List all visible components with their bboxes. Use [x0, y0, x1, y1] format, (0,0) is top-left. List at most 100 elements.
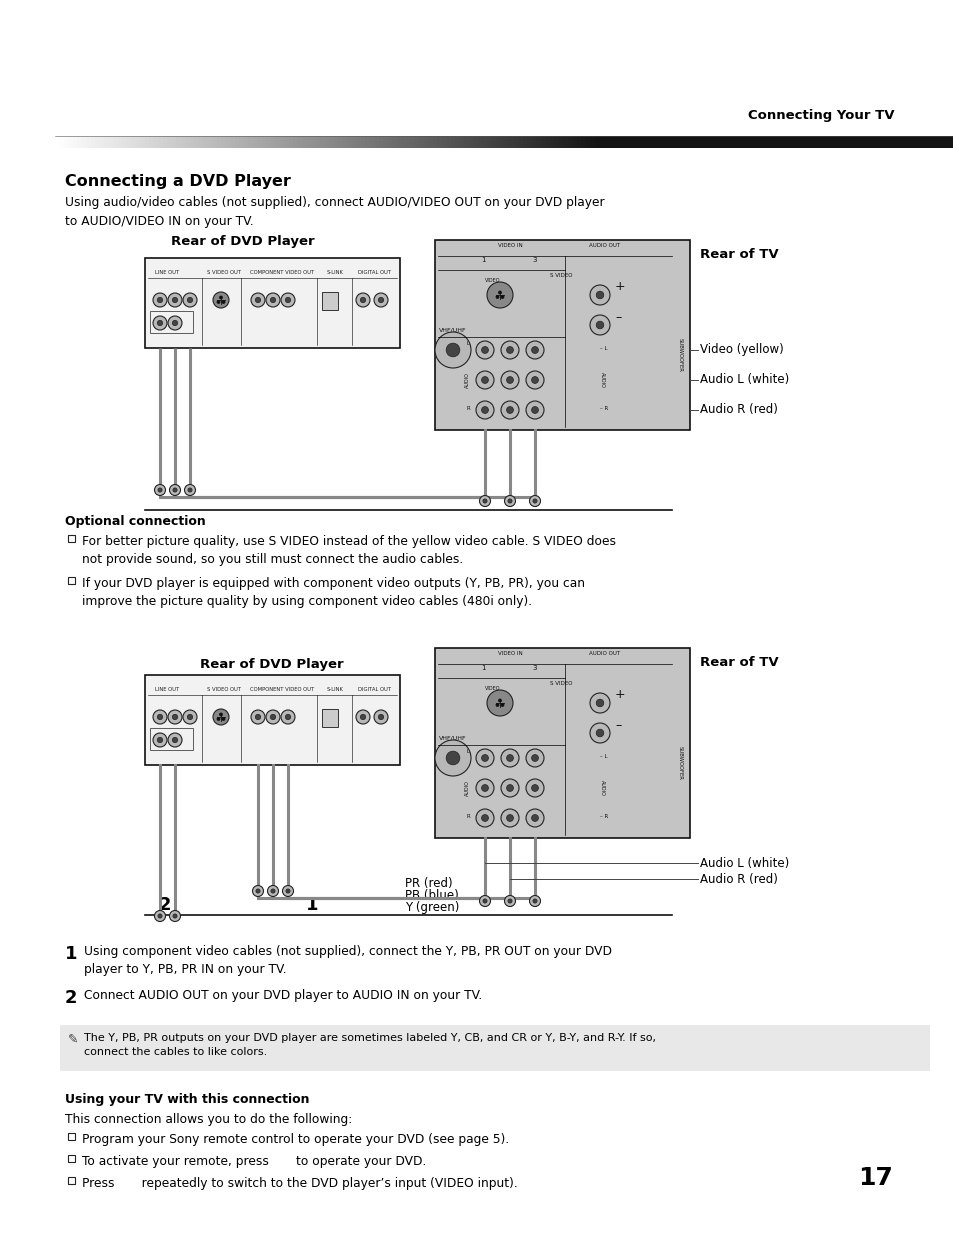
Circle shape [525, 779, 543, 797]
Bar [536, 136, 540, 148]
Bar [176, 136, 181, 148]
Bar [931, 136, 936, 148]
Bar [891, 136, 896, 148]
Bar [343, 136, 347, 148]
Bar [739, 136, 742, 148]
Bar [284, 136, 289, 148]
Text: LINE OUT: LINE OUT [154, 270, 179, 275]
Bar [275, 136, 280, 148]
Circle shape [596, 699, 603, 706]
Bar [698, 136, 702, 148]
Circle shape [172, 488, 177, 492]
Bar [69, 136, 73, 148]
Bar [253, 136, 257, 148]
Text: This connection allows you to do the following:: This connection allows you to do the fol… [65, 1113, 352, 1126]
Circle shape [504, 495, 515, 506]
Bar [918, 136, 923, 148]
Bar [572, 136, 577, 148]
Circle shape [525, 809, 543, 827]
Bar [563, 136, 567, 148]
Circle shape [154, 910, 165, 921]
Text: VIDEO IN: VIDEO IN [497, 243, 522, 248]
Circle shape [435, 740, 471, 776]
Bar [653, 136, 658, 148]
Bar [383, 136, 388, 148]
Bar [841, 136, 846, 148]
Circle shape [251, 710, 265, 724]
Text: For better picture quality, use S VIDEO instead of the yellow video cable. S VID: For better picture quality, use S VIDEO … [82, 535, 616, 566]
Bar [716, 136, 720, 148]
Bar [68, 1132, 75, 1140]
Bar [693, 136, 698, 148]
Circle shape [496, 704, 498, 706]
Bar [82, 136, 87, 148]
Bar [797, 136, 801, 148]
Bar [231, 136, 234, 148]
Bar [378, 136, 383, 148]
Text: 2: 2 [65, 989, 77, 1007]
Bar [823, 136, 828, 148]
Circle shape [476, 779, 494, 797]
Bar [720, 136, 725, 148]
Circle shape [476, 401, 494, 419]
Bar [608, 136, 613, 148]
Text: S VIDEO: S VIDEO [550, 680, 572, 685]
Bar [810, 136, 815, 148]
Bar [603, 136, 608, 148]
Bar [936, 136, 941, 148]
Circle shape [531, 377, 537, 383]
Bar [729, 136, 734, 148]
Circle shape [506, 347, 513, 353]
Bar [702, 136, 707, 148]
Circle shape [172, 298, 177, 303]
Bar [423, 136, 428, 148]
Text: Using component video cables (not supplied), connect the Y, PB, PR OUT on your D: Using component video cables (not suppli… [84, 945, 612, 976]
Circle shape [157, 320, 163, 326]
Text: S VIDEO OUT: S VIDEO OUT [207, 270, 241, 275]
Bar [234, 136, 239, 148]
Bar [172, 136, 176, 148]
Bar [312, 136, 315, 148]
Bar [68, 577, 75, 584]
Bar [554, 136, 558, 148]
Text: 1: 1 [480, 257, 485, 263]
Circle shape [217, 301, 219, 304]
Bar [882, 136, 886, 148]
Bar [617, 136, 621, 148]
Bar [590, 136, 595, 148]
Circle shape [589, 285, 609, 305]
Circle shape [529, 495, 540, 506]
Circle shape [479, 495, 490, 506]
Circle shape [500, 296, 503, 298]
Bar [289, 136, 294, 148]
Text: AUDIO OUT: AUDIO OUT [589, 651, 619, 656]
Bar [644, 136, 648, 148]
Bar [886, 136, 891, 148]
Bar [145, 258, 399, 348]
Circle shape [158, 488, 162, 492]
Bar [770, 136, 774, 148]
Bar [194, 136, 199, 148]
Bar [491, 136, 496, 148]
Text: If your DVD player is equipped with component video outputs (Y, PB, PR), you can: If your DVD player is equipped with comp… [82, 577, 584, 608]
Circle shape [281, 710, 294, 724]
Text: – R: – R [599, 814, 608, 819]
Text: SUBWOOFER: SUBWOOFER [677, 746, 681, 781]
Text: Rear of TV: Rear of TV [700, 656, 778, 669]
Circle shape [168, 316, 182, 330]
Bar [375, 136, 378, 148]
Circle shape [183, 293, 196, 308]
Bar [199, 136, 203, 148]
Text: S VIDEO OUT: S VIDEO OUT [207, 687, 241, 692]
Circle shape [172, 714, 177, 720]
Text: LINE OUT: LINE OUT [154, 687, 179, 692]
Bar [801, 136, 805, 148]
Circle shape [355, 710, 370, 724]
Circle shape [270, 714, 275, 720]
Bar [365, 136, 370, 148]
Bar [676, 136, 679, 148]
Circle shape [267, 885, 278, 897]
Circle shape [251, 293, 265, 308]
Bar [639, 136, 644, 148]
Bar [828, 136, 833, 148]
